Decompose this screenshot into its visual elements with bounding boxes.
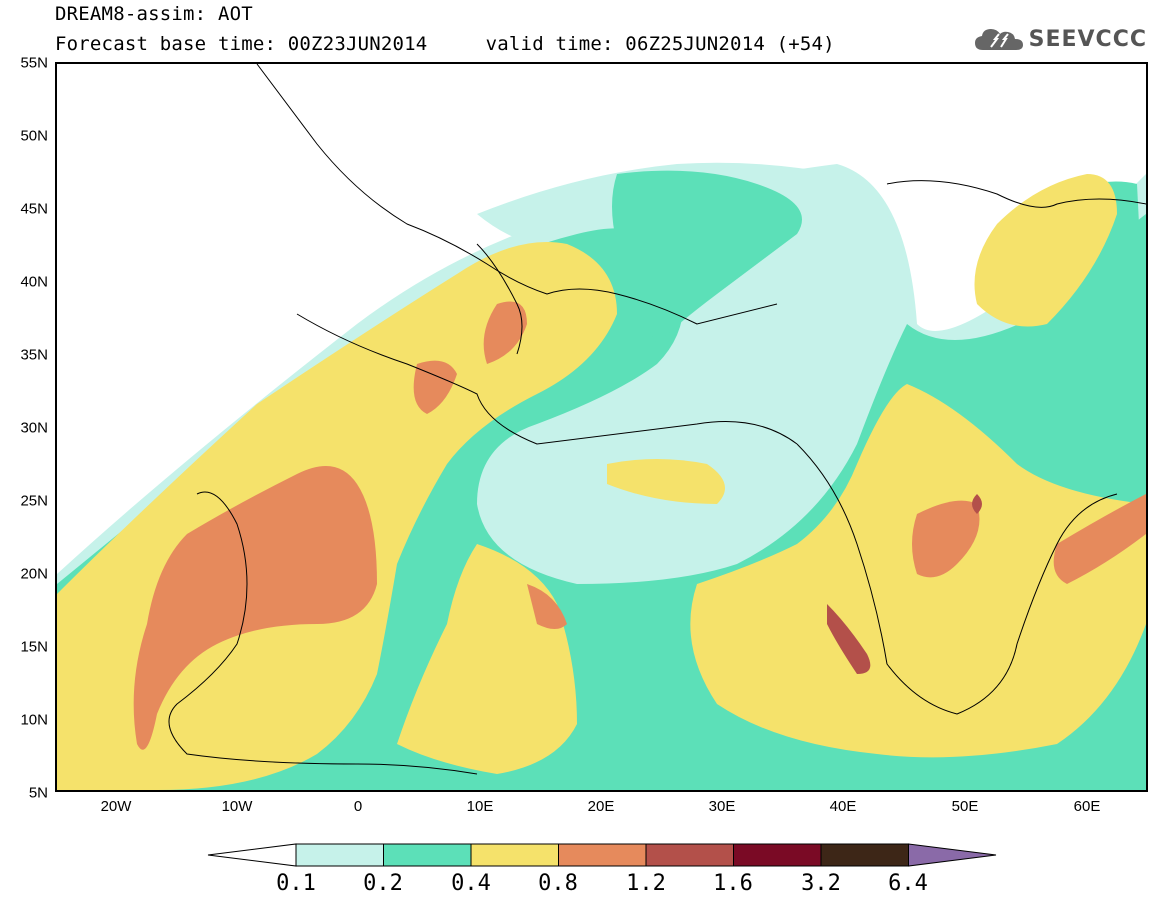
- legend-swatch: [558, 843, 647, 867]
- lat-label: 15N: [20, 638, 48, 656]
- legend-over-arrow: [908, 843, 997, 867]
- lat-label: 50N: [20, 127, 48, 145]
- legend-swatch: [470, 843, 559, 867]
- lat-label: 30N: [20, 419, 48, 437]
- brand-name: SEEVCCC: [1028, 26, 1147, 52]
- lon-label: 10W: [221, 798, 253, 815]
- lat-label: 45N: [20, 200, 48, 218]
- legend-under-arrow: [207, 843, 297, 867]
- lon-label: 50E: [951, 798, 979, 815]
- legend-threshold: 1.6: [713, 871, 753, 896]
- lon-label: 40E: [829, 798, 857, 815]
- lat-label: 25N: [20, 492, 48, 510]
- lat-label: 10N: [20, 711, 48, 729]
- lat-label: 5N: [28, 784, 48, 802]
- lon-label: 60E: [1073, 798, 1101, 815]
- coastlines: [168, 64, 1146, 775]
- lon-label: 0: [353, 798, 363, 815]
- cloud-icon: [974, 29, 1023, 50]
- legend-swatch: [295, 843, 384, 867]
- color-legend: [207, 843, 997, 867]
- legend-threshold: 0.2: [363, 871, 403, 896]
- legend-threshold: 0.8: [538, 871, 578, 896]
- legend-threshold: 1.2: [626, 871, 666, 896]
- lon-label: 30E: [708, 798, 736, 815]
- legend-swatch: [645, 843, 734, 867]
- brand-logo: SEEVCCC: [973, 26, 1147, 52]
- map-title: DREAM8-assim: AOT: [55, 3, 253, 25]
- legend-threshold: 3.2: [801, 871, 841, 896]
- lat-label: 35N: [20, 346, 48, 364]
- lon-label: 20W: [100, 798, 132, 815]
- aot-field-0-8: [133, 301, 1146, 750]
- forecast-time-line: Forecast base time: 00Z23JUN2014 valid t…: [55, 33, 835, 55]
- legend-swatch: [733, 843, 822, 867]
- legend-threshold: 6.4: [888, 871, 928, 896]
- lon-label: 20E: [587, 798, 615, 815]
- aot-map: [55, 62, 1148, 792]
- legend-swatch: [383, 843, 472, 867]
- aot-field-1-2: [827, 494, 982, 674]
- legend-threshold: 0.1: [276, 871, 316, 896]
- legend-swatch: [820, 843, 909, 867]
- lat-label: 55N: [20, 54, 48, 72]
- lon-label: 10E: [466, 798, 494, 815]
- lat-label: 40N: [20, 273, 48, 291]
- legend-threshold: 0.4: [451, 871, 491, 896]
- lat-label: 20N: [20, 565, 48, 583]
